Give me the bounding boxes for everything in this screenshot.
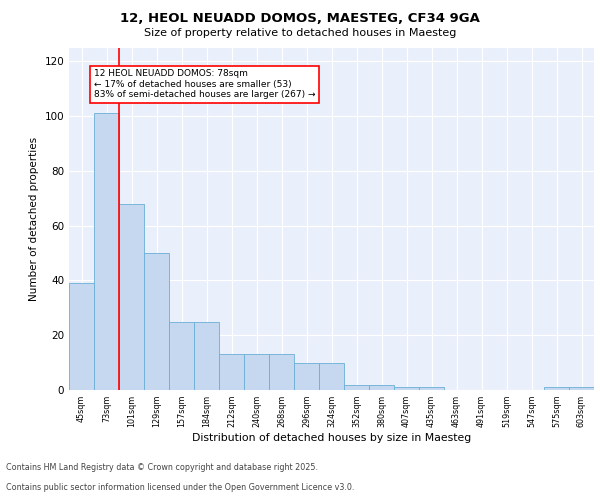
Text: 12 HEOL NEUADD DOMOS: 78sqm
← 17% of detached houses are smaller (53)
83% of sem: 12 HEOL NEUADD DOMOS: 78sqm ← 17% of det… <box>94 70 316 99</box>
X-axis label: Distribution of detached houses by size in Maesteg: Distribution of detached houses by size … <box>192 433 471 443</box>
Bar <box>119 204 144 390</box>
Text: Size of property relative to detached houses in Maesteg: Size of property relative to detached ho… <box>144 28 456 38</box>
Bar <box>69 283 94 390</box>
Bar <box>144 253 169 390</box>
Bar <box>194 322 219 390</box>
Bar <box>269 354 294 390</box>
Bar <box>419 388 444 390</box>
Bar <box>394 388 419 390</box>
Bar <box>544 388 569 390</box>
Text: Contains HM Land Registry data © Crown copyright and database right 2025.: Contains HM Land Registry data © Crown c… <box>6 464 318 472</box>
Bar <box>219 354 244 390</box>
Bar <box>94 114 119 390</box>
Text: 12, HEOL NEUADD DOMOS, MAESTEG, CF34 9GA: 12, HEOL NEUADD DOMOS, MAESTEG, CF34 9GA <box>120 12 480 26</box>
Bar <box>319 362 344 390</box>
Bar <box>244 354 269 390</box>
Bar <box>344 384 369 390</box>
Text: Contains public sector information licensed under the Open Government Licence v3: Contains public sector information licen… <box>6 484 355 492</box>
Bar <box>294 362 319 390</box>
Bar <box>169 322 194 390</box>
Bar <box>569 388 594 390</box>
Y-axis label: Number of detached properties: Number of detached properties <box>29 136 39 301</box>
Bar <box>369 384 394 390</box>
